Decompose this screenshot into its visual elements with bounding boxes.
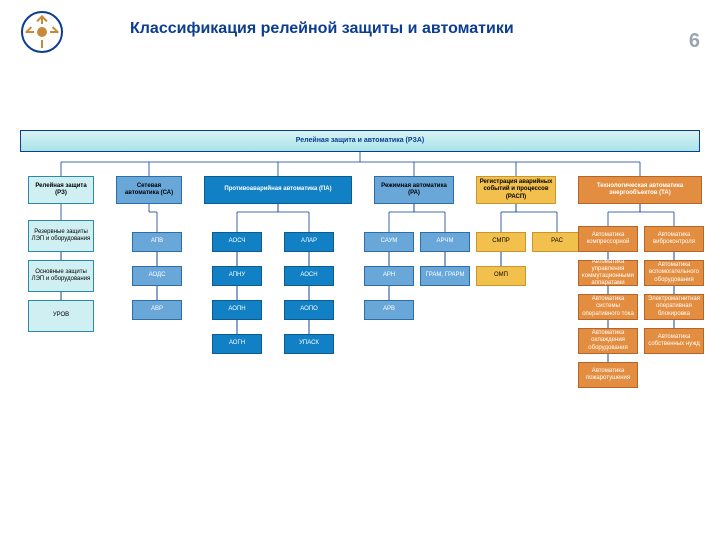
- diagram-node: УРОВ: [28, 300, 94, 332]
- logo-icon: [20, 10, 64, 59]
- diagram-node: АОДС: [132, 266, 182, 286]
- diagram-node: АОПН: [212, 300, 262, 320]
- diagram-node: Автоматика виброконтроля: [644, 226, 704, 252]
- diagram-node: Автоматика системы оперативного тока: [578, 294, 638, 320]
- diagram-node: Релейная защита (РЗ): [28, 176, 94, 204]
- diagram-node: АЛАР: [284, 232, 334, 252]
- diagram-node: АОГН: [212, 334, 262, 354]
- diagram-node: Автоматика пожаротушения: [578, 362, 638, 388]
- diagram-node: Резервные защиты ЛЭП и оборудования: [28, 220, 94, 252]
- diagram-node: АРЧМ: [420, 232, 470, 252]
- diagram-node: АРВ: [364, 300, 414, 320]
- diagram-node: Автоматика собственных нужд: [644, 328, 704, 354]
- page-number: 6: [689, 30, 700, 53]
- diagram-node: ОМП: [476, 266, 526, 286]
- diagram-node: Сетевая автоматика (СА): [116, 176, 182, 204]
- diagram-node: АРН: [364, 266, 414, 286]
- diagram-node: АОПО: [284, 300, 334, 320]
- classification-diagram: Релейная защита и автоматика (РЗА) Релейн…: [0, 130, 720, 510]
- diagram-node: Автоматика управления коммутационными ап…: [578, 260, 638, 286]
- diagram-node: Технологическая автоматика энергообъекто…: [578, 176, 702, 204]
- diagram-node: Электромагнитная оперативная блокировка: [644, 294, 704, 320]
- diagram-node: Автоматика вспомогательного оборудования: [644, 260, 704, 286]
- diagram-node: АВР: [132, 300, 182, 320]
- diagram-node: УПАСК: [284, 334, 334, 354]
- diagram-node: АОСН: [284, 266, 334, 286]
- diagram-node: САУМ: [364, 232, 414, 252]
- diagram-node: ГРАМ, ГРАРМ: [420, 266, 470, 286]
- diagram-node: Противоаварийная автоматика (ПА): [204, 176, 352, 204]
- diagram-node: Регистрация аварийных событий и процессо…: [476, 176, 556, 204]
- diagram-node: РАС: [532, 232, 582, 252]
- diagram-node: АПВ: [132, 232, 182, 252]
- diagram-node: Автоматика компрессорной: [578, 226, 638, 252]
- header: Классификация релейной защиты и автомати…: [0, 0, 720, 60]
- diagram-node: АОСЧ: [212, 232, 262, 252]
- diagram-node: Релейная защита и автоматика (РЗА): [20, 130, 700, 152]
- diagram-node: АПНУ: [212, 266, 262, 286]
- diagram-node: СМПР: [476, 232, 526, 252]
- diagram-node: Основные защиты ЛЭП и оборудования: [28, 260, 94, 292]
- diagram-node: Автоматика охлаждения оборудования: [578, 328, 638, 354]
- diagram-node: Режимная автоматика (РА): [374, 176, 454, 204]
- page-title: Классификация релейной защиты и автомати…: [130, 20, 514, 38]
